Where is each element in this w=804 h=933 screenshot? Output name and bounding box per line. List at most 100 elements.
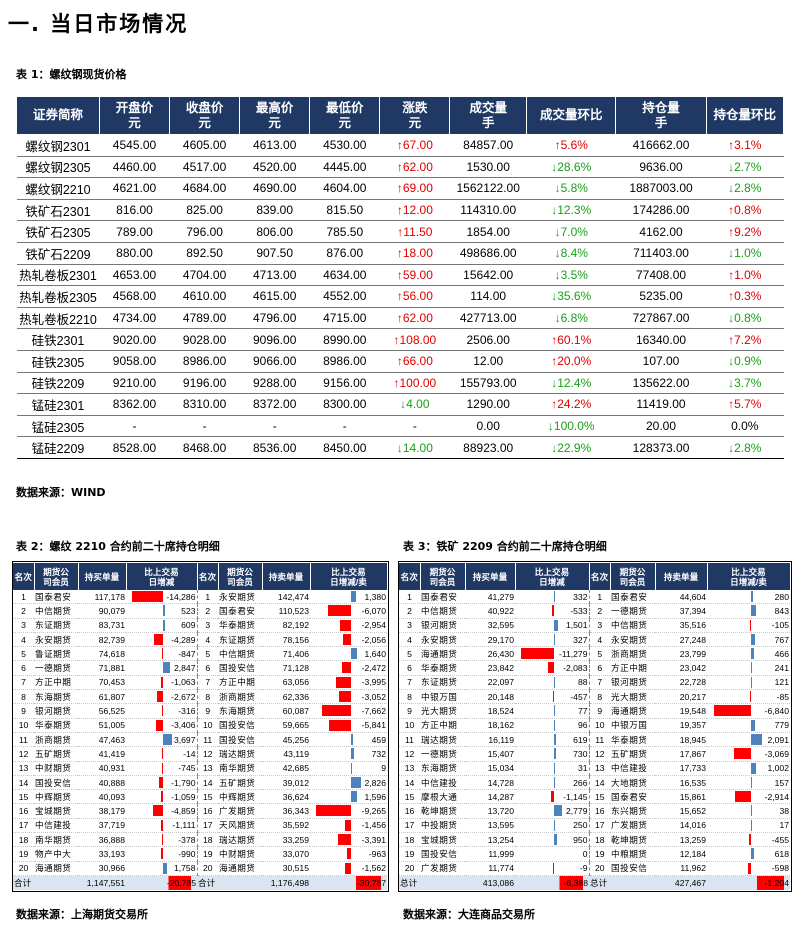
- t2-member: 东海期货: [34, 689, 78, 705]
- table1-cell: 907.50: [239, 242, 310, 265]
- t2-long-volume: 70,453: [78, 675, 126, 691]
- t2-rank: 3: [197, 618, 218, 633]
- t3-change-bar: [750, 776, 753, 788]
- t2-member: 国投安信: [218, 660, 262, 676]
- t2-short-volume: 62,336: [262, 689, 310, 705]
- t3-member: 摩根大通: [420, 789, 465, 805]
- table1-cell: ↑67.00: [379, 134, 450, 157]
- t2-long-volume: 74,618: [78, 646, 126, 662]
- table1-cell: 螺纹钢2210: [16, 177, 100, 200]
- t3-row: 7 东证期货 22,097 88 7 银河期货 22,728 121: [399, 675, 790, 691]
- t3-change-bar: [748, 834, 751, 846]
- t3-change-bar: [750, 591, 753, 602]
- table1-cell: ↓1.0%: [706, 242, 784, 265]
- table1-cell: 4530.00: [309, 134, 380, 157]
- iron-ore-top20-positions-table: 名次 期货公 司会员 持买单量 比上交易 日增减 名次 期货公 司会员 持卖单量 比上交易 日…: [399, 563, 791, 890]
- t2-long-change: -2,672: [126, 689, 198, 705]
- t2-member: 广发期货: [218, 803, 262, 819]
- t3-rank: 4: [589, 632, 610, 648]
- t2-short-volume: 30,515: [262, 861, 310, 876]
- t3-member: 中信期货: [420, 603, 465, 619]
- t3-header-0: 名次: [399, 563, 421, 590]
- table1-cell: 4796.00: [239, 307, 310, 330]
- table1-cell: 9196.00: [169, 372, 240, 395]
- t3-change-value: 77: [577, 706, 588, 717]
- t3-rank: 6: [589, 660, 610, 676]
- table1-cell: 11419.00: [615, 393, 707, 416]
- table1-cell: -: [99, 415, 170, 438]
- t3-rank: 20: [589, 861, 610, 876]
- t2-long-change: 609: [126, 618, 198, 633]
- table1-cell: 4621.00: [99, 177, 170, 200]
- t2-change-bar: [322, 705, 351, 717]
- t2-row: 20 海通期货 30,966 1,758 20 海通期货 30,515 -1,562: [13, 861, 387, 876]
- t3-member: 国泰君安: [610, 590, 655, 605]
- table1-cell: 4653.00: [99, 264, 170, 287]
- t3-short-change: 2,091: [707, 732, 790, 748]
- table1-cell: 4162.00: [615, 220, 707, 243]
- t2-long-change: -378: [126, 832, 198, 848]
- t3-long-change: -11,279: [515, 646, 590, 662]
- t3-short-volume: 35,516: [655, 618, 707, 633]
- t2-change-bar: [343, 633, 351, 645]
- t3-long-volume: 13,254: [465, 832, 515, 848]
- t2-short-volume: 33,259: [262, 832, 310, 848]
- t2-change-value: -4,859: [171, 806, 196, 817]
- t3-long-volume: 26,430: [465, 646, 515, 662]
- t3-change-value: -6,840: [764, 706, 789, 717]
- t3-short-change: -455: [707, 832, 790, 848]
- table1-cell: 4704.00: [169, 264, 240, 287]
- table1-cell: ↓5.8%: [526, 177, 616, 200]
- t3-rank: 9: [399, 703, 420, 719]
- t3-change-bar: [553, 619, 559, 631]
- table1-cell: ↑7.2%: [706, 328, 784, 351]
- table1-cell: ↓12.3%: [526, 199, 616, 222]
- t3-long-volume: 41,279: [465, 590, 515, 605]
- t2-rank: 3: [13, 618, 34, 633]
- t2-rank: 8: [13, 689, 34, 705]
- t3-short-change: 17: [707, 818, 790, 834]
- t3-rank: 8: [589, 689, 610, 705]
- t3-long-volume: 18,524: [465, 703, 515, 719]
- t2-short-volume: 35,592: [262, 818, 310, 834]
- t3-member: 光大期货: [610, 689, 655, 705]
- t3-member: 中粮期货: [610, 846, 655, 862]
- t2-long-volume: 51,005: [78, 718, 126, 733]
- table1-cell: 锰硅2301: [16, 393, 100, 416]
- t3-change-bar: [750, 662, 753, 674]
- t2-long-change: 3,697: [126, 732, 198, 748]
- t3-total-long-change: -6,388: [515, 875, 589, 890]
- t3-change-value: 2,091: [767, 734, 789, 745]
- t2-short-change: -2,056: [310, 632, 387, 648]
- table1-cell: ↑5.7%: [706, 393, 784, 416]
- table2-header-row: 名次 期货公 司会员 持买单量 比上交易 日增减 名次 期货公 司会员 持卖单量 比上交易 日…: [13, 563, 388, 590]
- t3-rank: 16: [589, 803, 610, 819]
- table1-cell: ↑100.00: [379, 372, 450, 395]
- t2-rank: 12: [13, 746, 34, 762]
- t2-change-bar: [350, 762, 352, 774]
- t3-long-change: 2,779: [515, 803, 590, 819]
- t2-header-4: 名次: [197, 563, 219, 590]
- t2-member: 物产中大: [34, 846, 78, 862]
- t3-member: 华泰期货: [420, 660, 465, 676]
- t3-short-volume: 17,733: [655, 761, 707, 776]
- t3-change-bar: [553, 705, 556, 717]
- t2-long-volume: 33,193: [78, 846, 126, 862]
- t3-member: 国泰君安: [420, 590, 465, 605]
- t2-member: 宝城期货: [34, 803, 78, 819]
- t3-member: 银河期货: [420, 618, 465, 633]
- table1-cell: 1887003.00: [615, 177, 707, 200]
- table1-cell: ↓2.7%: [706, 156, 784, 179]
- t3-change-value: 0: [582, 848, 588, 859]
- table1-cell: 4545.00: [99, 134, 170, 157]
- t2-rank: 6: [13, 660, 34, 676]
- table1-cell: ↓8.4%: [526, 242, 616, 265]
- t2-change-value: -2,056: [361, 634, 386, 645]
- t3-change-value: 950: [573, 834, 588, 845]
- t3-rank: 5: [399, 646, 420, 662]
- t3-short-change: 1,002: [707, 761, 790, 776]
- t2-short-change: 1,596: [310, 789, 387, 805]
- table1-header-row: 证券简称 开盘价 元收盘价 元最高价 元最低价 元涨跌 元成交量 手成交量环比 持仓…: [16, 96, 785, 135]
- table1-header-5: 涨跌 元: [379, 96, 451, 135]
- t2-total-row: 合计 1,147,551 -20,785 合计 1,176,498 -30,787: [13, 875, 387, 890]
